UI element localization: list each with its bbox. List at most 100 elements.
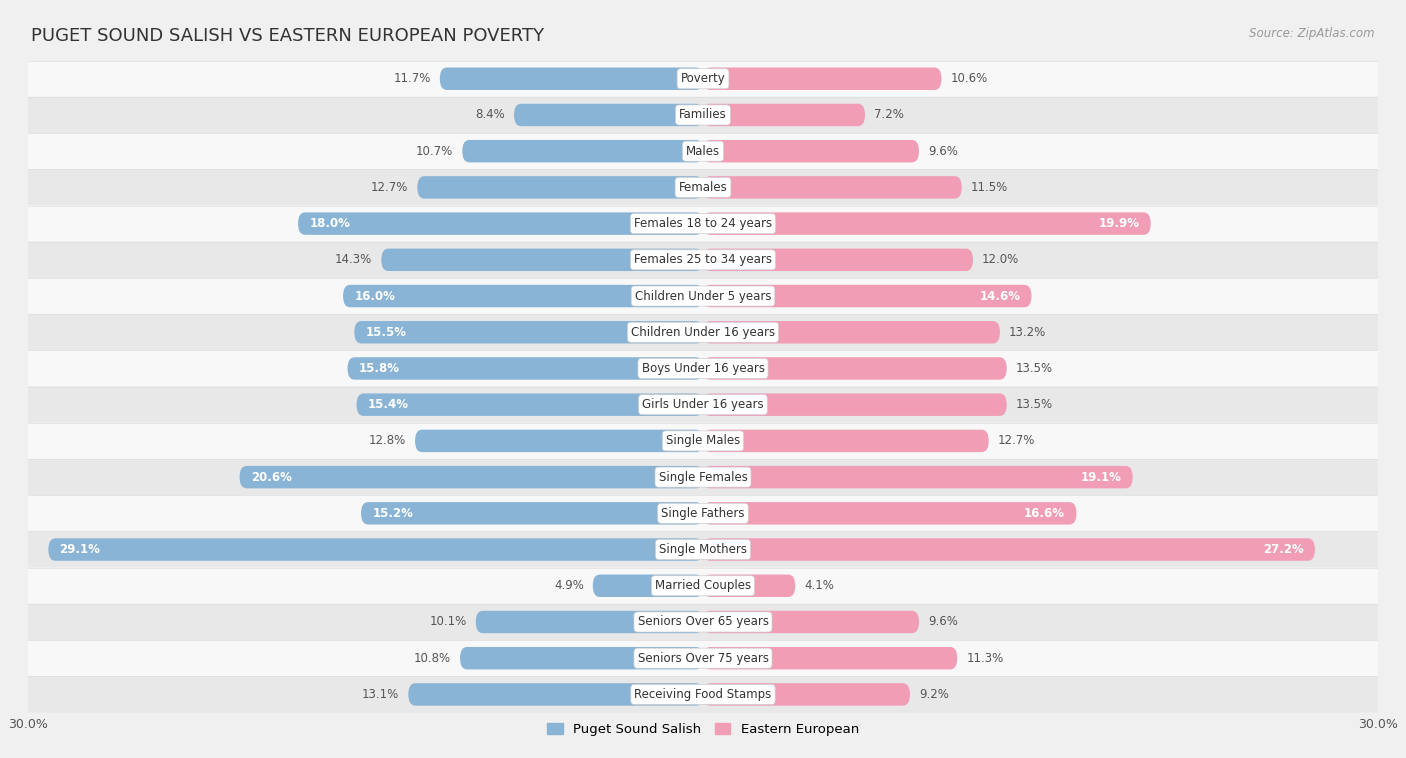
Text: 13.1%: 13.1%	[363, 688, 399, 701]
FancyBboxPatch shape	[354, 321, 703, 343]
Text: 7.2%: 7.2%	[875, 108, 904, 121]
Text: 9.6%: 9.6%	[928, 145, 957, 158]
FancyBboxPatch shape	[703, 212, 1150, 235]
Text: PUGET SOUND SALISH VS EASTERN EUROPEAN POVERTY: PUGET SOUND SALISH VS EASTERN EUROPEAN P…	[31, 27, 544, 45]
FancyBboxPatch shape	[703, 430, 988, 452]
Text: Single Males: Single Males	[666, 434, 740, 447]
FancyBboxPatch shape	[703, 683, 910, 706]
Text: Girls Under 16 years: Girls Under 16 years	[643, 398, 763, 411]
Text: 12.7%: 12.7%	[371, 181, 408, 194]
Text: 9.2%: 9.2%	[920, 688, 949, 701]
FancyBboxPatch shape	[703, 249, 973, 271]
Text: 13.5%: 13.5%	[1015, 362, 1053, 375]
Text: 9.6%: 9.6%	[928, 615, 957, 628]
Text: 15.5%: 15.5%	[366, 326, 406, 339]
Text: 10.1%: 10.1%	[430, 615, 467, 628]
Text: 13.2%: 13.2%	[1010, 326, 1046, 339]
FancyBboxPatch shape	[703, 67, 942, 90]
FancyBboxPatch shape	[347, 357, 703, 380]
Text: 15.8%: 15.8%	[359, 362, 399, 375]
Text: 12.8%: 12.8%	[368, 434, 406, 447]
FancyBboxPatch shape	[703, 575, 796, 597]
Text: Single Mothers: Single Mothers	[659, 543, 747, 556]
FancyBboxPatch shape	[515, 104, 703, 126]
FancyBboxPatch shape	[415, 430, 703, 452]
Text: Children Under 16 years: Children Under 16 years	[631, 326, 775, 339]
FancyBboxPatch shape	[239, 466, 703, 488]
FancyBboxPatch shape	[703, 140, 920, 162]
Text: 4.9%: 4.9%	[554, 579, 583, 592]
Text: 10.6%: 10.6%	[950, 72, 987, 85]
FancyBboxPatch shape	[28, 278, 1378, 314]
Text: 10.7%: 10.7%	[416, 145, 453, 158]
FancyBboxPatch shape	[703, 538, 1315, 561]
Text: 14.6%: 14.6%	[979, 290, 1021, 302]
FancyBboxPatch shape	[703, 285, 1032, 307]
FancyBboxPatch shape	[703, 104, 865, 126]
FancyBboxPatch shape	[703, 176, 962, 199]
FancyBboxPatch shape	[28, 97, 1378, 133]
Text: 11.3%: 11.3%	[966, 652, 1004, 665]
Text: 29.1%: 29.1%	[59, 543, 100, 556]
FancyBboxPatch shape	[28, 604, 1378, 640]
FancyBboxPatch shape	[298, 212, 703, 235]
Text: Females: Females	[679, 181, 727, 194]
FancyBboxPatch shape	[593, 575, 703, 597]
Text: Single Fathers: Single Fathers	[661, 507, 745, 520]
Text: 15.2%: 15.2%	[373, 507, 413, 520]
Text: Single Females: Single Females	[658, 471, 748, 484]
Text: 11.7%: 11.7%	[394, 72, 430, 85]
FancyBboxPatch shape	[28, 423, 1378, 459]
Text: Females 25 to 34 years: Females 25 to 34 years	[634, 253, 772, 266]
FancyBboxPatch shape	[703, 611, 920, 633]
FancyBboxPatch shape	[703, 502, 1077, 525]
Text: 11.5%: 11.5%	[970, 181, 1008, 194]
FancyBboxPatch shape	[28, 133, 1378, 169]
FancyBboxPatch shape	[28, 61, 1378, 97]
Text: 27.2%: 27.2%	[1263, 543, 1303, 556]
FancyBboxPatch shape	[463, 140, 703, 162]
FancyBboxPatch shape	[703, 466, 1133, 488]
FancyBboxPatch shape	[703, 647, 957, 669]
FancyBboxPatch shape	[28, 169, 1378, 205]
Text: 4.1%: 4.1%	[804, 579, 834, 592]
FancyBboxPatch shape	[28, 205, 1378, 242]
Text: 12.7%: 12.7%	[998, 434, 1035, 447]
FancyBboxPatch shape	[361, 502, 703, 525]
Text: Males: Males	[686, 145, 720, 158]
FancyBboxPatch shape	[357, 393, 703, 416]
FancyBboxPatch shape	[48, 538, 703, 561]
FancyBboxPatch shape	[28, 531, 1378, 568]
Text: 12.0%: 12.0%	[981, 253, 1019, 266]
Text: Seniors Over 75 years: Seniors Over 75 years	[637, 652, 769, 665]
FancyBboxPatch shape	[440, 67, 703, 90]
FancyBboxPatch shape	[28, 676, 1378, 713]
Text: 10.8%: 10.8%	[413, 652, 451, 665]
Text: 19.9%: 19.9%	[1098, 217, 1139, 230]
Legend: Puget Sound Salish, Eastern European: Puget Sound Salish, Eastern European	[541, 718, 865, 742]
FancyBboxPatch shape	[28, 495, 1378, 531]
Text: 18.0%: 18.0%	[309, 217, 350, 230]
Text: 16.0%: 16.0%	[354, 290, 395, 302]
Text: Source: ZipAtlas.com: Source: ZipAtlas.com	[1250, 27, 1375, 39]
Text: Receiving Food Stamps: Receiving Food Stamps	[634, 688, 772, 701]
FancyBboxPatch shape	[381, 249, 703, 271]
FancyBboxPatch shape	[28, 350, 1378, 387]
FancyBboxPatch shape	[28, 242, 1378, 278]
Text: Seniors Over 65 years: Seniors Over 65 years	[637, 615, 769, 628]
FancyBboxPatch shape	[418, 176, 703, 199]
Text: Poverty: Poverty	[681, 72, 725, 85]
FancyBboxPatch shape	[475, 611, 703, 633]
FancyBboxPatch shape	[28, 314, 1378, 350]
Text: 8.4%: 8.4%	[475, 108, 505, 121]
Text: 13.5%: 13.5%	[1015, 398, 1053, 411]
Text: Females 18 to 24 years: Females 18 to 24 years	[634, 217, 772, 230]
FancyBboxPatch shape	[703, 357, 1007, 380]
FancyBboxPatch shape	[703, 393, 1007, 416]
Text: 15.4%: 15.4%	[368, 398, 409, 411]
Text: Married Couples: Married Couples	[655, 579, 751, 592]
FancyBboxPatch shape	[28, 387, 1378, 423]
FancyBboxPatch shape	[703, 321, 1000, 343]
FancyBboxPatch shape	[460, 647, 703, 669]
Text: Children Under 5 years: Children Under 5 years	[634, 290, 772, 302]
